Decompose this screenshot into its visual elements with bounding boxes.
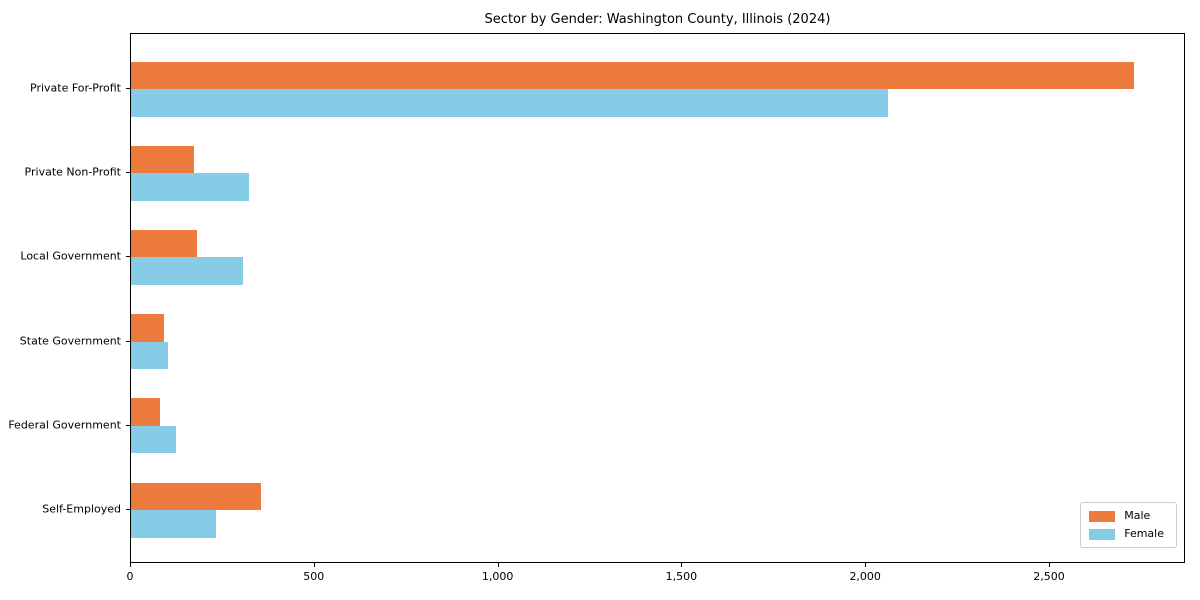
- y-tick-mark: [126, 340, 130, 342]
- x-tick-label: 2,000: [849, 570, 881, 583]
- bar-male-federal-government: [131, 398, 160, 426]
- x-tick-label: 1,500: [665, 570, 698, 583]
- x-tick-mark: [865, 563, 867, 567]
- category-row-local-government: [131, 229, 1184, 285]
- bar-male-self-employed: [131, 482, 261, 510]
- bar-male-state-government: [131, 314, 165, 342]
- bar-female-private-non-profit: [131, 173, 249, 201]
- y-tick-mark: [126, 256, 130, 258]
- y-axis-label-federal-government: Federal Government: [8, 418, 121, 432]
- x-tick-label: 0: [126, 570, 134, 583]
- y-axis-labels: Private For-Profit Private Non-Profit Loca…: [0, 33, 130, 563]
- bar-female-local-government: [131, 257, 243, 285]
- legend-label-female: Female: [1124, 527, 1164, 540]
- x-tick-mark: [497, 563, 499, 567]
- category-row-self-employed: [131, 482, 1184, 538]
- plot-area: Male Female: [130, 33, 1185, 563]
- chart-title: Sector by Gender: Washington County, Ill…: [484, 12, 831, 27]
- x-tick-label: 1,000: [481, 570, 514, 583]
- bar-female-federal-government: [131, 425, 176, 454]
- x-axis-ticks: 0 500 1,000 1,500 2,000 2,500: [126, 563, 1185, 595]
- y-axis-label-local-government: Local Government: [20, 249, 121, 263]
- bar-male-local-government: [131, 229, 197, 258]
- category-row-private-for-profit: [131, 61, 1184, 117]
- y-tick-mark: [126, 172, 130, 174]
- bar-female-state-government: [131, 341, 168, 370]
- legend-swatch-male: [1089, 510, 1116, 522]
- y-tick-mark: [126, 509, 130, 510]
- x-tick-mark: [130, 563, 131, 567]
- bars-layer: [131, 34, 1184, 562]
- x-tick-mark: [1048, 563, 1050, 567]
- category-row-federal-government: [131, 398, 1184, 454]
- bar-male-private-for-profit: [131, 61, 1134, 89]
- y-axis-label-private-for-profit: Private For-Profit: [30, 81, 121, 95]
- legend-swatch-female: [1089, 528, 1116, 540]
- bar-male-private-non-profit: [131, 145, 194, 174]
- y-axis-label-self-employed: Self-Employed: [42, 502, 121, 516]
- x-tick-mark: [681, 563, 683, 567]
- category-row-state-government: [131, 314, 1184, 370]
- bar-female-self-employed: [131, 510, 217, 538]
- y-tick-mark: [126, 88, 130, 89]
- legend-label-male: Male: [1124, 509, 1151, 522]
- bar-female-private-for-profit: [131, 89, 888, 117]
- y-axis-label-state-government: State Government: [19, 334, 121, 348]
- x-tick-mark: [313, 563, 315, 567]
- x-tick-label: 500: [303, 570, 325, 583]
- x-tick-label: 2,500: [1033, 570, 1065, 583]
- legend-item-male: Male: [1089, 510, 1164, 522]
- y-tick-mark: [126, 424, 130, 426]
- y-axis-label-private-non-profit: Private Non-Profit: [24, 165, 121, 179]
- legend-item-female: Female: [1089, 528, 1164, 540]
- category-row-private-non-profit: [131, 145, 1184, 201]
- legend: Male Female: [1080, 502, 1177, 548]
